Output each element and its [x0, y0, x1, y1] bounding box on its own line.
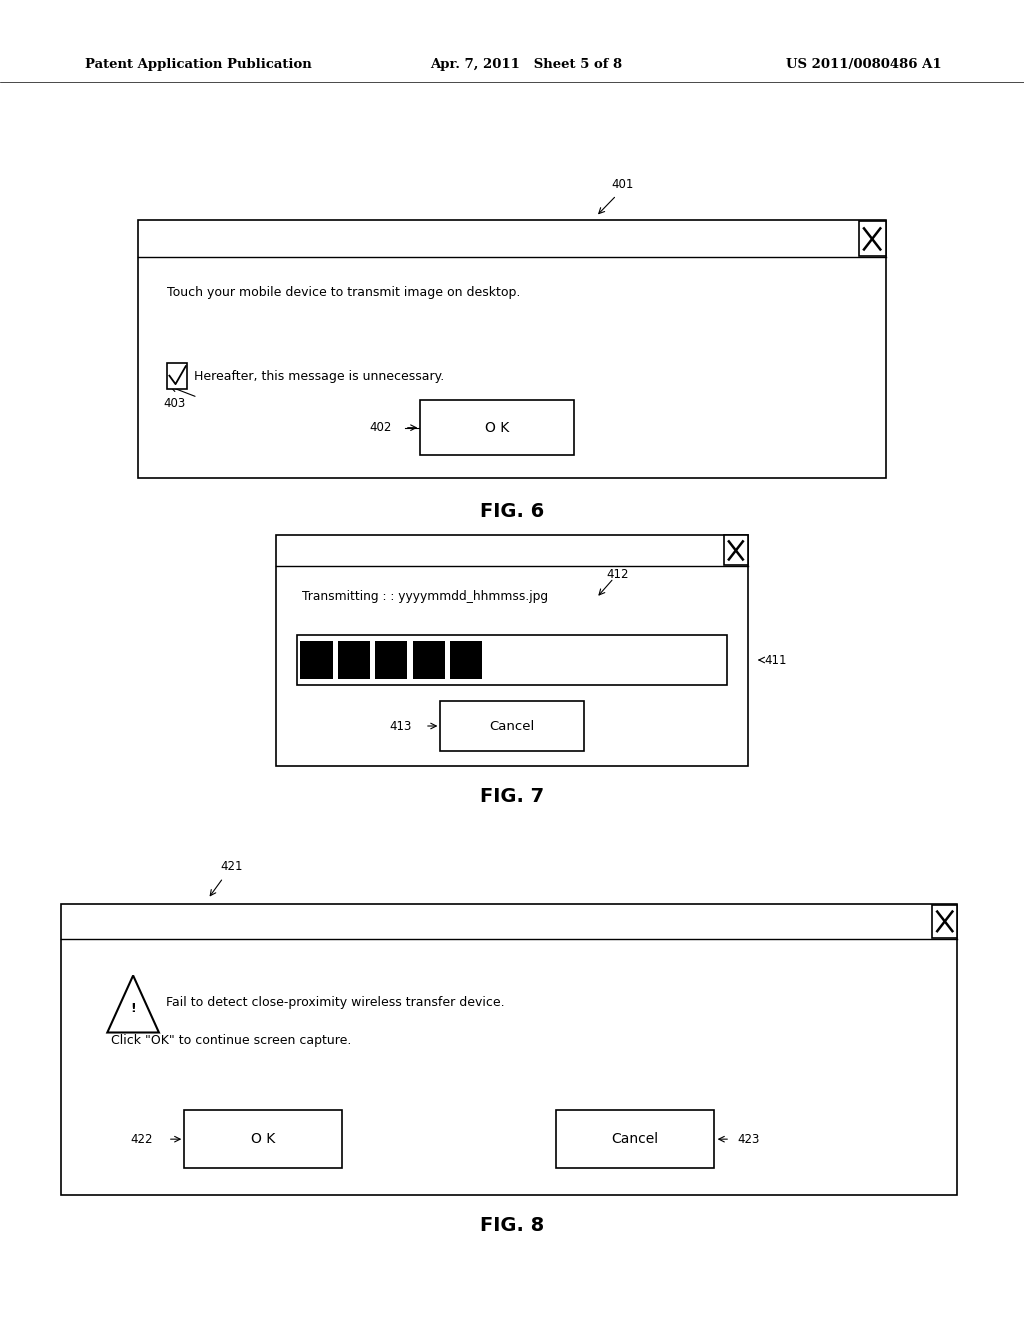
Bar — [375, 642, 408, 678]
Bar — [61, 904, 957, 1195]
Text: 411: 411 — [764, 653, 786, 667]
Bar — [420, 400, 573, 455]
Text: 422: 422 — [130, 1133, 153, 1146]
Text: Fail to detect close-proximity wireless transfer device.: Fail to detect close-proximity wireless … — [166, 997, 505, 1008]
Text: 401: 401 — [611, 178, 634, 191]
Text: 413: 413 — [389, 719, 412, 733]
Text: O K: O K — [251, 1133, 275, 1146]
Text: !: ! — [130, 1002, 136, 1015]
Bar — [556, 1110, 715, 1168]
Bar — [276, 535, 748, 766]
Polygon shape — [108, 975, 159, 1032]
Bar — [338, 642, 370, 678]
Text: FIG. 7: FIG. 7 — [480, 787, 544, 805]
Text: US 2011/0080486 A1: US 2011/0080486 A1 — [786, 58, 942, 71]
Text: Cancel: Cancel — [489, 719, 535, 733]
Bar — [724, 536, 748, 565]
Text: FIG. 6: FIG. 6 — [480, 502, 544, 520]
Text: Hereafter, this message is unnecessary.: Hereafter, this message is unnecessary. — [194, 370, 443, 383]
Text: Patent Application Publication: Patent Application Publication — [85, 58, 311, 71]
Text: 403: 403 — [164, 397, 186, 411]
Text: 423: 423 — [737, 1133, 760, 1146]
Bar — [300, 642, 333, 678]
Text: Transmitting : : yyyymmdd_hhmmss.jpg: Transmitting : : yyyymmdd_hhmmss.jpg — [302, 590, 548, 603]
Bar — [440, 701, 584, 751]
Bar — [932, 906, 957, 937]
Text: 421: 421 — [220, 859, 243, 873]
Text: Touch your mobile device to transmit image on desktop.: Touch your mobile device to transmit ima… — [167, 286, 520, 300]
Bar — [138, 220, 886, 478]
Bar — [451, 642, 482, 678]
Text: 412: 412 — [606, 568, 629, 581]
Text: O K: O K — [485, 421, 509, 434]
Bar — [183, 1110, 342, 1168]
Text: 402: 402 — [369, 421, 391, 434]
Text: Click "OK" to continue screen capture.: Click "OK" to continue screen capture. — [111, 1034, 351, 1047]
Bar — [413, 642, 444, 678]
Text: FIG. 8: FIG. 8 — [480, 1216, 544, 1234]
Bar — [297, 635, 727, 685]
Text: Apr. 7, 2011   Sheet 5 of 8: Apr. 7, 2011 Sheet 5 of 8 — [430, 58, 623, 71]
Text: Cancel: Cancel — [611, 1133, 658, 1146]
Bar — [167, 363, 187, 389]
Bar — [858, 222, 886, 256]
